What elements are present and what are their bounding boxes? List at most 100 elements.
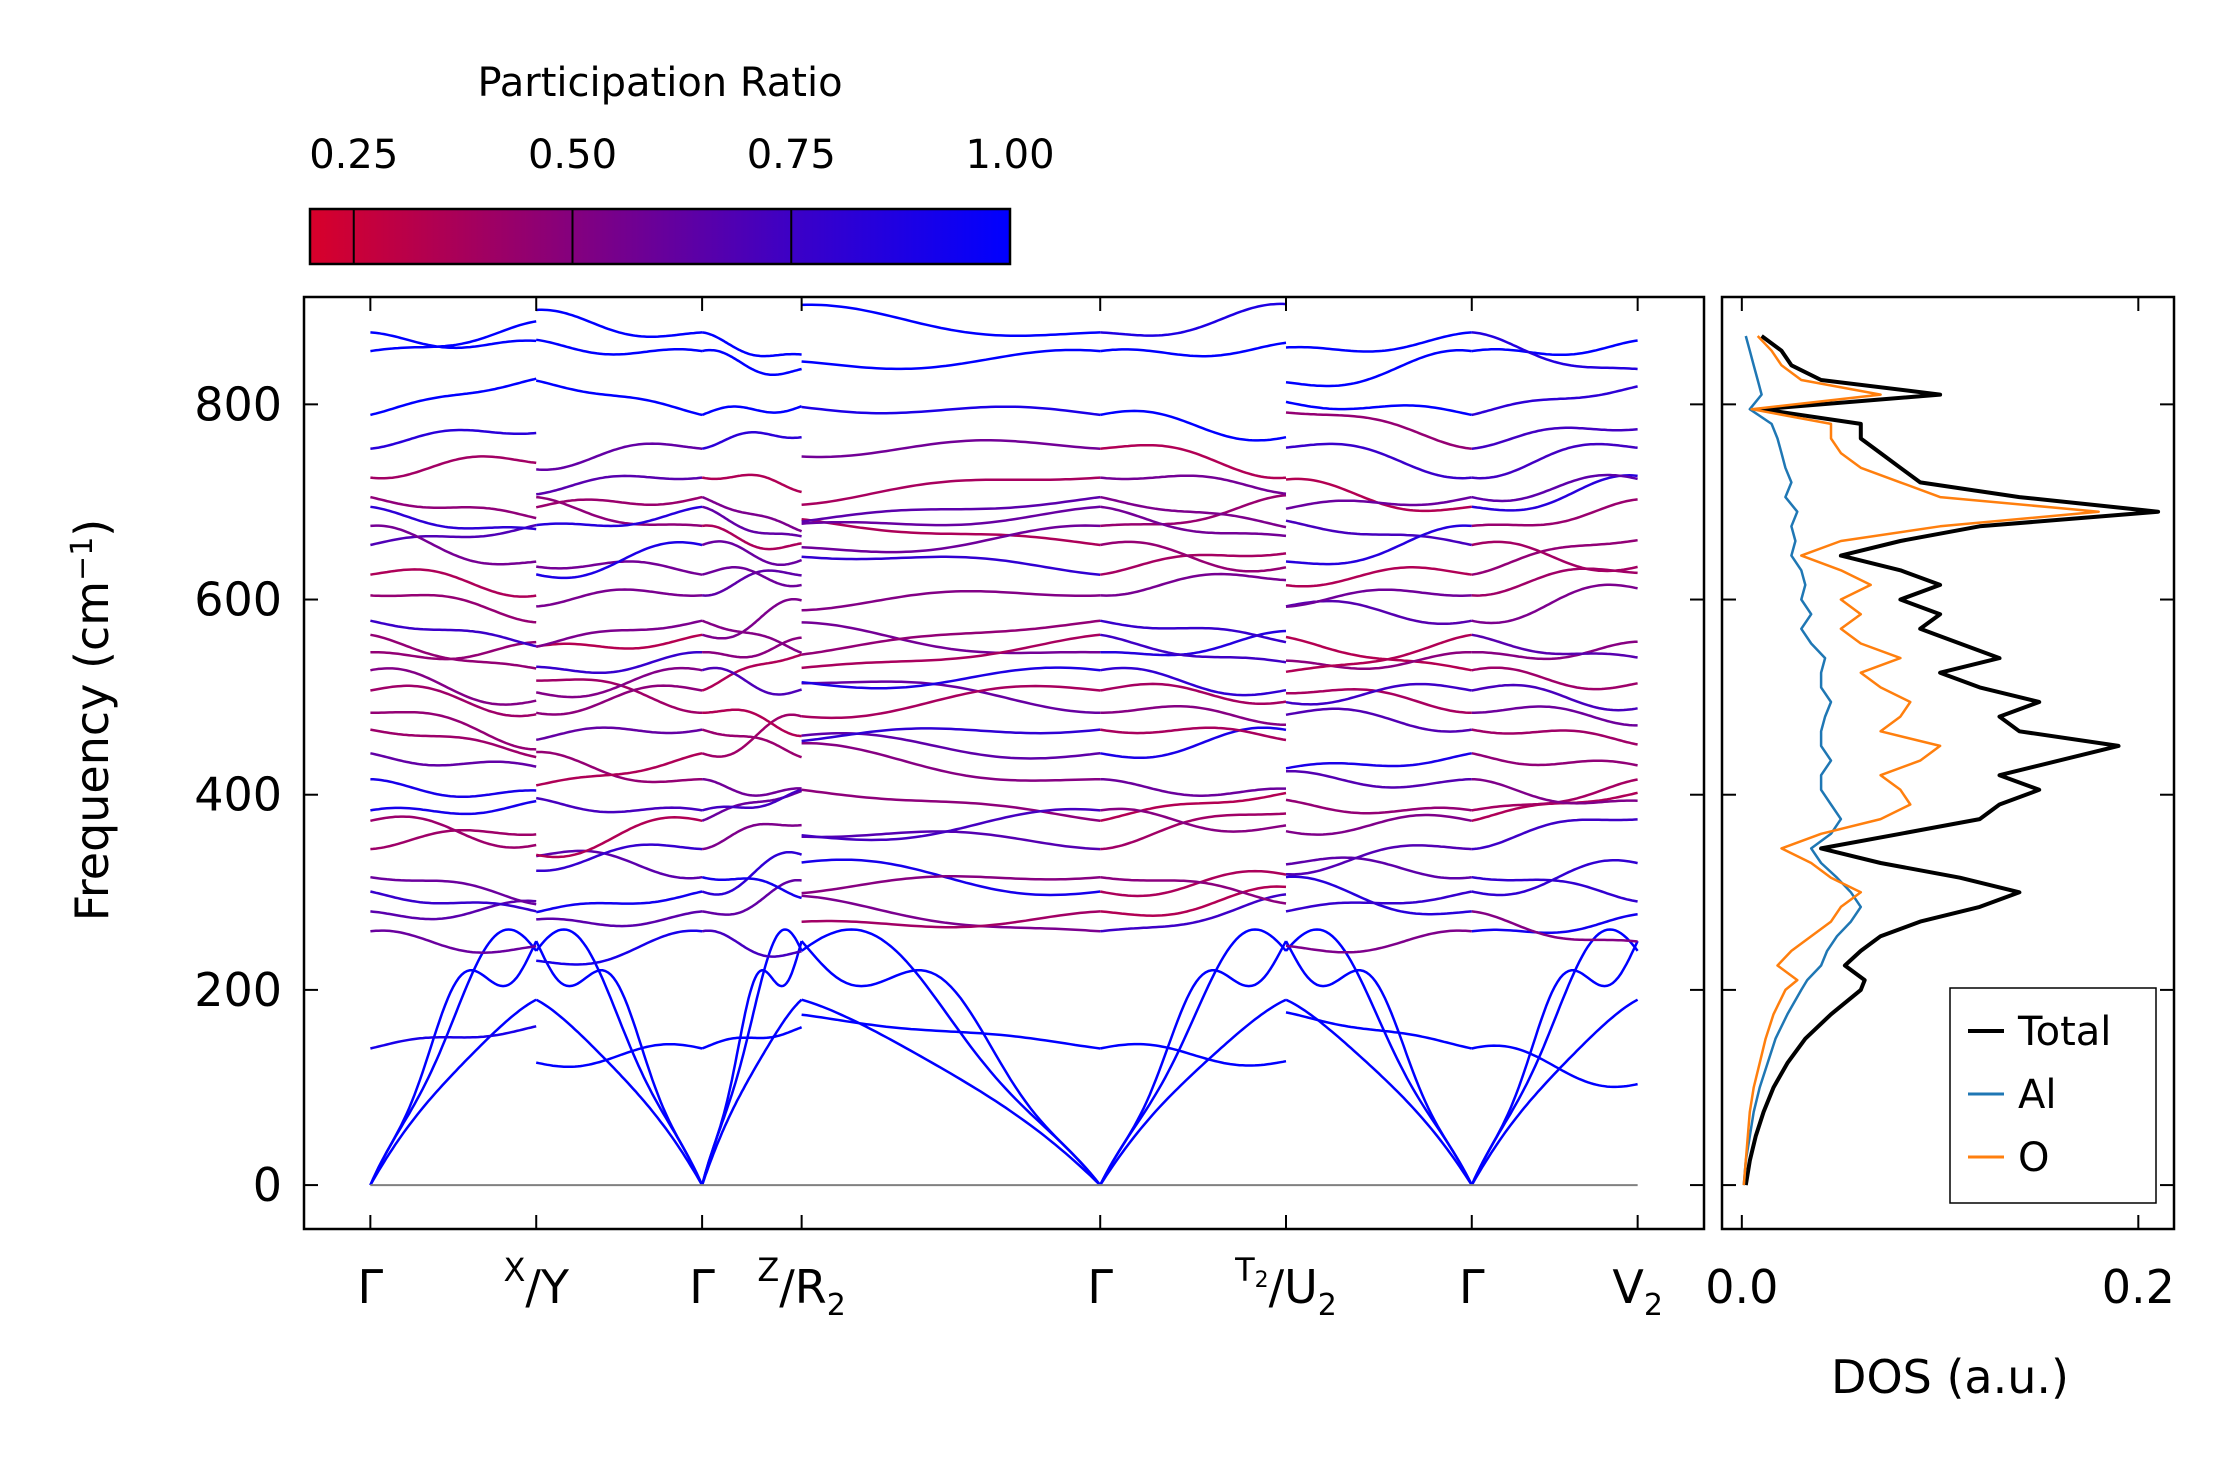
optical-branch <box>1285 929 1472 954</box>
optical-branch <box>1100 552 1287 576</box>
optical-branch <box>370 495 537 520</box>
optical-branch <box>1471 339 1638 357</box>
optical-branch <box>536 910 703 928</box>
optical-branch <box>1471 385 1638 417</box>
optical-branch <box>1471 1044 1638 1089</box>
optical-branch <box>1100 726 1287 760</box>
optical-branch <box>801 303 1101 337</box>
optical-branch <box>1099 540 1287 573</box>
optical-branch <box>701 431 802 450</box>
optical-branch <box>1471 859 1638 897</box>
optical-branch <box>801 894 1101 933</box>
optical-branch <box>1100 341 1287 358</box>
optical-branch <box>535 796 703 814</box>
optical-branch <box>1285 519 1473 547</box>
optical-branch <box>1285 890 1473 913</box>
optical-branch <box>701 850 803 896</box>
optical-branch <box>370 619 537 648</box>
optical-branch <box>1471 818 1638 851</box>
colorbar-ticks: 0.25 0.50 0.75 1.00 <box>309 132 1055 264</box>
optical-branch <box>1100 777 1286 797</box>
optical-branch <box>1471 474 1638 512</box>
optical-branch <box>1471 705 1638 727</box>
optical-branch <box>370 890 537 913</box>
optical-branch <box>1285 844 1472 876</box>
optical-branch <box>1099 1042 1287 1067</box>
optical-branch <box>536 929 703 966</box>
optical-branch <box>1285 875 1472 916</box>
frequency-axis-label: Frequency (cm−1) <box>65 519 119 922</box>
acoustic-branch <box>369 940 538 1186</box>
optical-branch <box>1285 1011 1473 1050</box>
optical-branch <box>1099 409 1287 442</box>
band-lines <box>369 302 1639 1187</box>
optical-branch <box>1471 567 1638 597</box>
optical-branch <box>702 569 802 597</box>
optical-branch <box>1100 875 1287 905</box>
optical-branch <box>370 684 537 718</box>
optical-branch <box>1285 566 1472 588</box>
optical-branch <box>370 640 537 661</box>
y-tick-label: 0 <box>253 1158 282 1212</box>
optical-branch <box>701 524 802 551</box>
colorbar-tick-label: 0.50 <box>528 132 617 178</box>
optical-branch <box>801 348 1101 371</box>
optical-branch <box>1099 666 1287 697</box>
optical-branch <box>801 741 1101 782</box>
optical-branch <box>701 495 803 533</box>
optical-branch <box>701 875 802 900</box>
x-tick-label: Z/R2 <box>757 1251 845 1323</box>
dos-legend: Total Al O <box>1949 987 2157 1204</box>
optical-branch <box>801 476 1101 507</box>
optical-branch <box>1471 426 1638 450</box>
y-tick-label: 800 <box>194 377 282 431</box>
acoustic-branch <box>1099 940 1288 1186</box>
acoustic-branch <box>800 928 1102 1186</box>
optical-branch <box>1285 813 1473 836</box>
optical-branch <box>801 680 1101 714</box>
optical-branch <box>1100 726 1287 742</box>
frequency-axis-ticks: 0 200 400 600 800 <box>194 377 2174 1212</box>
optical-branch <box>801 555 1101 576</box>
optical-branch <box>1471 498 1638 528</box>
optical-branch <box>370 752 537 768</box>
x-tick-label-main: /R <box>779 1260 826 1314</box>
optical-branch <box>535 619 703 649</box>
optical-branch <box>1100 572 1287 597</box>
acoustic-branch <box>535 998 704 1186</box>
optical-branch <box>1100 705 1287 727</box>
x-tick-label: T2/U2 <box>1234 1251 1337 1323</box>
optical-branch <box>1285 798 1472 815</box>
optical-branch <box>701 929 802 958</box>
optical-branch <box>370 799 537 816</box>
optical-branch <box>1285 477 1472 513</box>
optical-branch <box>801 858 1101 897</box>
x-tick-label: X/Y <box>503 1251 569 1314</box>
optical-branch <box>536 560 703 576</box>
optical-branch <box>801 505 1101 527</box>
x-tick-label: Γ <box>689 1260 715 1314</box>
optical-branch <box>535 752 703 787</box>
optical-branch <box>370 667 537 706</box>
optical-branch <box>370 710 537 751</box>
optical-branch <box>535 816 703 859</box>
y-tick-label: 600 <box>194 573 282 627</box>
optical-branch <box>370 523 537 547</box>
x-tick-label: Γ <box>358 1260 384 1314</box>
optical-branch <box>1471 910 1638 943</box>
dos-axis-label: DOS (a.u.) <box>1831 1350 2069 1404</box>
optical-branch <box>370 331 537 350</box>
optical-branch <box>1100 893 1287 933</box>
optical-branch <box>701 540 803 567</box>
optical-branch <box>535 890 703 914</box>
optical-branch <box>801 495 1101 523</box>
optical-branch <box>1100 493 1287 528</box>
dos-plot-frame <box>1720 295 2176 1231</box>
optical-branch <box>1285 752 1472 770</box>
optical-branch <box>1099 791 1287 823</box>
optical-branch <box>536 588 703 608</box>
acoustic-branch <box>535 940 704 1186</box>
optical-branch <box>801 684 1101 720</box>
